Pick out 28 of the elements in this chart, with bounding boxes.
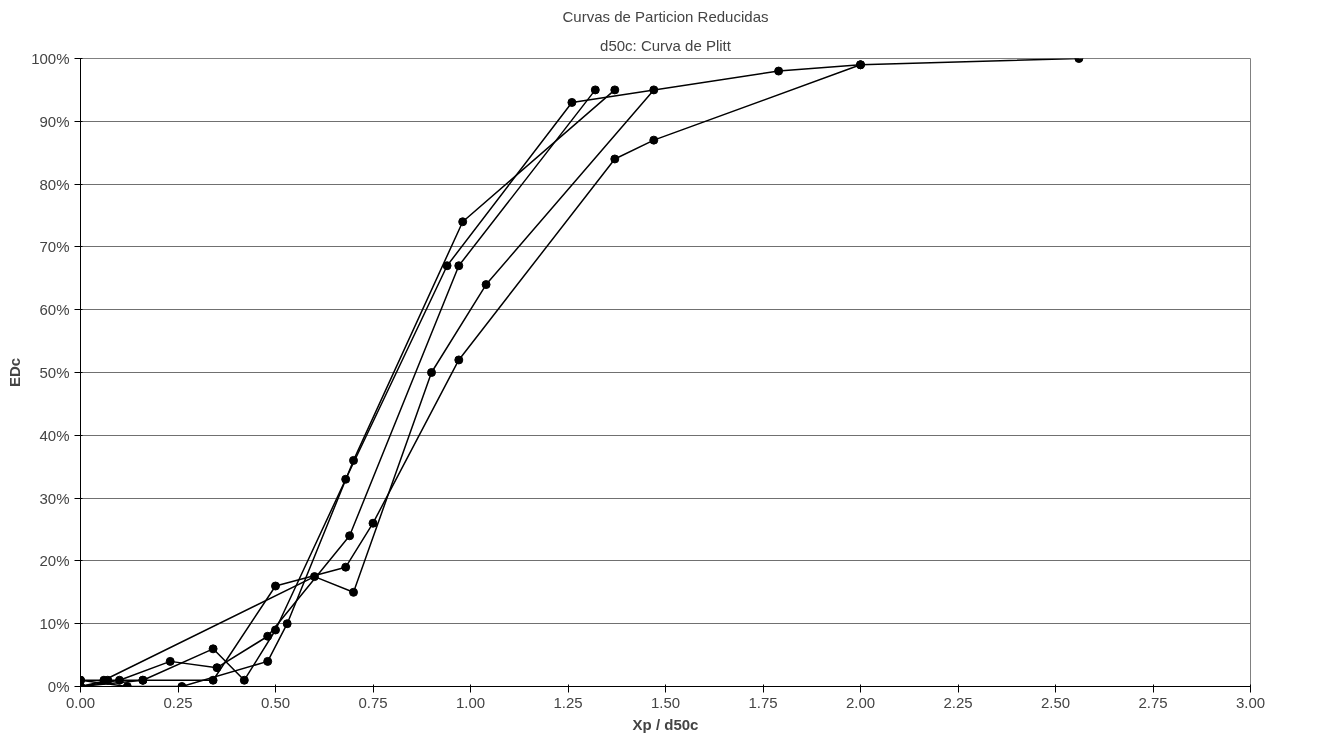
y-tick-label: 40% (39, 426, 70, 444)
x-tick-label: 1.75 (748, 693, 778, 711)
x-tick-label: 0.25 (163, 693, 193, 711)
y-tick-label: 70% (39, 238, 70, 256)
x-tick-label: 2.50 (1040, 693, 1071, 711)
x-tick-label: 2.25 (943, 693, 973, 711)
chart-title: Curvas de Particion Reducidas (562, 7, 769, 25)
x-tick-label: 1.25 (553, 693, 583, 711)
y-tick-label: 10% (39, 615, 70, 633)
y-tick-label: 60% (39, 301, 70, 319)
x-tick-label: 1.00 (455, 693, 486, 711)
y-tick-label: 30% (39, 489, 70, 507)
y-tick-label: 100% (31, 50, 70, 67)
x-tick-label: 0.50 (260, 693, 291, 711)
x-tick-label: 0.75 (358, 693, 388, 711)
y-tick-label: 90% (39, 112, 70, 130)
x-axis-title: Xp / d50c (632, 715, 699, 733)
x-tick-label: 2.75 (1138, 693, 1168, 711)
y-tick-label: 50% (39, 364, 70, 381)
x-tick-label: 2.00 (845, 693, 876, 711)
y-tick-label: 20% (39, 552, 70, 570)
x-tick-label: 3.00 (1235, 693, 1266, 711)
y-tick-label: 0% (47, 678, 70, 695)
x-tick-label: 0.00 (65, 693, 96, 711)
x-tick-label: 1.50 (650, 693, 681, 711)
chart-subtitle: d50c: Curva de Plitt (600, 36, 732, 54)
y-tick-label: 80% (39, 175, 70, 193)
y-axis-title: EDc (6, 357, 24, 388)
